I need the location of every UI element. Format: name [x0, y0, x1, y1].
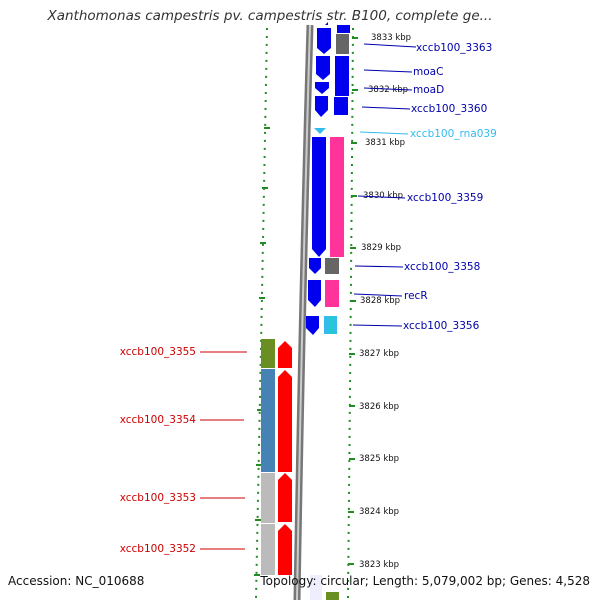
gene-offscreen-forward-arrow[interactable] [325, 22, 328, 25]
cog-xccb100_3352 [261, 524, 275, 575]
cog-xccb100_3359 [330, 137, 344, 257]
axis-tick-label: 3833 kbp [371, 33, 411, 43]
cog-xccb100_3363 [336, 34, 349, 54]
gene-label-xccb100_3358[interactable]: xccb100_3358 [404, 261, 480, 273]
axis-tick-label: 3823 kbp [359, 560, 399, 570]
gene-moaD-arrow[interactable] [315, 82, 329, 94]
gene-label-xccb100_3359[interactable]: xccb100_3359 [407, 192, 483, 204]
gene-label-xccb100_3354[interactable]: xccb100_3354 [120, 414, 197, 426]
gene-xccb100_3363-arrow[interactable] [317, 28, 331, 54]
axis-tick-label: 3830 kbp [363, 191, 403, 201]
gene-labels: xccb100_3363 moaC moaD xccb100_3360 xccb… [120, 42, 497, 555]
reverse-cog-track [261, 339, 275, 575]
axis-tick-marks [348, 37, 358, 565]
topology-label: Topology: circular; Length: 5,079,002 bp… [260, 574, 590, 588]
cog-xccb100_3360 [334, 97, 348, 115]
gene-xccb100_3354-arrow[interactable] [278, 370, 292, 472]
cog-xccb100_3354 [261, 369, 275, 472]
outer-guide-ticks [254, 127, 270, 576]
cog-xccb100_3353 [261, 473, 275, 523]
forward-label-connectors [352, 43, 417, 327]
gene-label-moaD[interactable]: moaD [413, 84, 444, 96]
reverse-cds-track [278, 341, 292, 575]
map-title: Xanthomonas campestris pv. campestris st… [47, 8, 493, 24]
gene-xccb100_3355-arrow[interactable] [278, 341, 292, 368]
genome-backbone-highlight [296, 24, 311, 600]
forward-cog-track [310, 25, 350, 600]
reverse-label-connectors [200, 351, 247, 550]
gene-label-xccb100_3363[interactable]: xccb100_3363 [416, 42, 492, 54]
axis-tick-label: 3827 kbp [359, 349, 399, 359]
gene-label-moaC[interactable]: moaC [413, 66, 443, 78]
axis-tick-label: 3832 kbp [368, 85, 408, 95]
cog-xccb100_3356 [324, 316, 329, 334]
gene-label-xccb100_3360[interactable]: xccb100_3360 [411, 103, 487, 115]
gene-xccb100_rna039-arrow[interactable] [314, 128, 326, 134]
axis-tick-label: 3825 kbp [359, 454, 399, 464]
gene-xccb100_3360-arrow[interactable] [315, 96, 328, 117]
gene-label-xccb100_3355[interactable]: xccb100_3355 [120, 346, 196, 358]
outer-guide-ring [255, 27, 268, 599]
gene-label-recR[interactable]: recR [404, 290, 428, 302]
gene-label-xccb100_3356[interactable]: xccb100_3356 [403, 320, 480, 332]
gene-label-xccb100_3352[interactable]: xccb100_3352 [120, 543, 196, 555]
gene-xccb100_3356-arrow[interactable] [306, 316, 319, 335]
axis-tick-label: 3828 kbp [360, 296, 400, 306]
cog-bottom-olive [326, 592, 339, 600]
axis-tick-label: 3824 kbp [359, 507, 399, 517]
gene-label-xccb100_rna039[interactable]: xccb100_rna039 [410, 128, 497, 140]
gene-xccb100_3353-arrow[interactable] [278, 473, 292, 522]
gene-label-xccb100_3353[interactable]: xccb100_3353 [120, 492, 196, 504]
inner-guide-ring [347, 27, 354, 599]
cog-moaC [335, 56, 349, 96]
cog-recR [325, 280, 339, 307]
cog-xccb100_3355 [261, 339, 275, 368]
gene-xccb100_3359-arrow[interactable] [312, 137, 326, 257]
cog-xccb100_3358 [325, 258, 339, 274]
gene-xccb100_3358-arrow[interactable] [309, 258, 321, 274]
gene-xccb100_3352-arrow[interactable] [278, 524, 292, 575]
axis-tick-label: 3829 kbp [361, 243, 401, 253]
gene-moaC-arrow[interactable] [316, 56, 330, 80]
axis-tick-labels: 3833 kbp 3832 kbp 3831 kbp 3830 kbp 3829… [359, 33, 411, 570]
axis-tick-label: 3826 kbp [359, 402, 399, 412]
forward-cds-track [306, 22, 331, 335]
accession-label: Accession: NC_010688 [8, 574, 145, 588]
gene-recR-arrow[interactable] [308, 280, 321, 307]
axis-tick-label: 3831 kbp [365, 138, 405, 148]
